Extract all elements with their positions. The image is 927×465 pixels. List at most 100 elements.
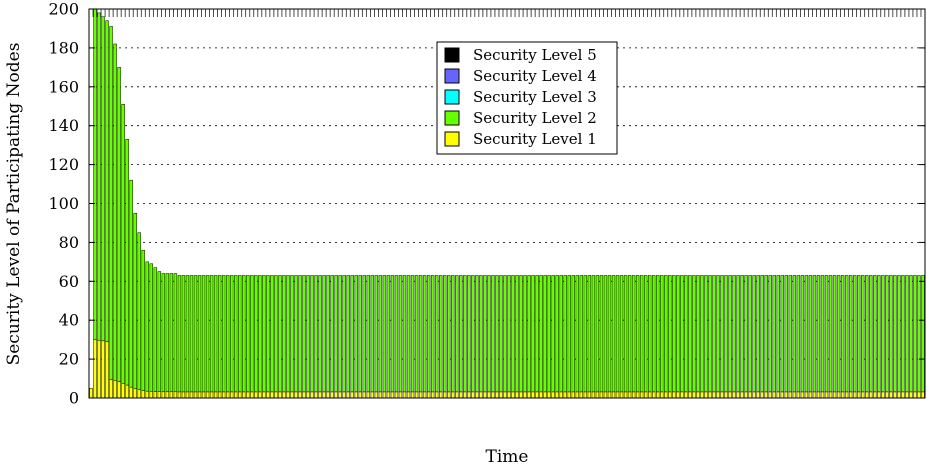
bar-segment — [234, 391, 238, 399]
bar-segment — [398, 391, 403, 399]
bar-segment — [193, 275, 198, 393]
bar-segment — [555, 391, 559, 399]
bar-segment — [877, 275, 881, 393]
bar-segment — [370, 391, 375, 399]
bar-segment — [531, 275, 535, 393]
bar-segment — [752, 391, 756, 399]
bar-segment — [555, 275, 559, 393]
bar-segment — [844, 275, 849, 393]
bar-segment — [523, 391, 527, 399]
bar-segment — [660, 275, 664, 393]
bar-segment — [865, 391, 869, 399]
bar-segment — [374, 391, 379, 399]
bar-segment — [121, 104, 125, 384]
bar-segment — [768, 391, 772, 399]
bar-segment — [700, 275, 704, 393]
bar-segment — [760, 391, 764, 399]
bar-segment — [680, 275, 684, 393]
bar-segment — [471, 391, 475, 399]
bar-segment — [402, 275, 407, 393]
bar-segment — [913, 391, 917, 399]
bar-segment — [491, 391, 495, 399]
bar-segment — [901, 275, 905, 393]
bar-segment — [402, 391, 407, 399]
bar-segment — [302, 275, 306, 393]
bar-segment — [306, 391, 310, 399]
bar-segment — [101, 340, 105, 399]
bar-segment — [720, 391, 724, 399]
bar-segment — [205, 275, 210, 393]
bar-segment — [917, 275, 921, 393]
bar-segment — [768, 275, 772, 393]
bar-segment — [603, 275, 608, 393]
bar-segment — [499, 275, 503, 393]
bar-segment — [455, 391, 459, 399]
bar-segment — [479, 275, 483, 393]
bar-segment — [856, 275, 861, 393]
bar-segment — [250, 275, 254, 393]
bar-segment — [229, 275, 234, 393]
bar-segment — [229, 391, 234, 399]
bar-segment — [752, 275, 756, 393]
bar-segment — [724, 275, 728, 393]
bar-segment — [756, 275, 760, 393]
bar-segment — [603, 391, 608, 399]
y-tick-label: 160 — [48, 77, 79, 96]
bar-segment — [764, 391, 768, 399]
bar-segment — [856, 391, 861, 399]
bar-segment — [270, 275, 274, 393]
bar-segment — [680, 391, 684, 399]
y-tick-label: 80 — [59, 233, 79, 252]
bar-segment — [302, 391, 306, 399]
bar-segment — [909, 275, 913, 393]
bar-segment — [471, 275, 475, 393]
bar-segment — [820, 275, 825, 393]
bar-segment — [330, 275, 334, 393]
bar-segment — [921, 275, 925, 393]
bar-segment — [720, 275, 724, 393]
bar-segment — [511, 391, 515, 399]
bar-segment — [394, 275, 399, 393]
bar-segment — [434, 275, 439, 393]
bar-segment — [97, 12, 101, 341]
bar-segment — [173, 391, 178, 399]
bar-segment — [438, 391, 443, 399]
bar-segment — [258, 275, 262, 393]
bar-segment — [217, 391, 222, 399]
bar-segment — [503, 391, 507, 399]
bar-segment — [181, 275, 186, 393]
bar-segment — [772, 391, 776, 399]
bar-segment — [97, 339, 101, 399]
bar-segment — [426, 275, 431, 393]
bar-segment — [266, 275, 270, 393]
bar-segment — [161, 391, 166, 399]
bar-segment — [463, 391, 467, 399]
bar-segment — [740, 391, 744, 399]
bar-segment — [205, 391, 210, 399]
bar-segment — [515, 275, 519, 393]
bar-segment — [664, 391, 668, 399]
bar-segment — [595, 275, 600, 393]
y-tick-label: 60 — [59, 272, 79, 291]
bar-segment — [748, 391, 752, 399]
bar-segment — [354, 391, 358, 399]
legend-label: Security Level 5 — [473, 46, 597, 64]
bar-segment — [828, 391, 833, 399]
bar-segment — [848, 275, 853, 393]
bar-segment — [571, 275, 576, 393]
bar-segment — [117, 67, 121, 382]
bar-segment — [410, 275, 415, 393]
y-tick-label: 0 — [69, 389, 79, 408]
bar-segment — [213, 275, 218, 393]
bar-segment — [607, 391, 612, 399]
bar-segment — [539, 391, 543, 399]
bar-segment — [744, 391, 748, 399]
bar-segment — [298, 275, 302, 393]
bar-segment — [225, 275, 230, 393]
bar-segment — [551, 391, 555, 399]
bar-segment — [366, 391, 371, 399]
bar-segment — [342, 391, 346, 399]
bar-segment — [378, 275, 383, 393]
bar-segment — [242, 275, 246, 393]
